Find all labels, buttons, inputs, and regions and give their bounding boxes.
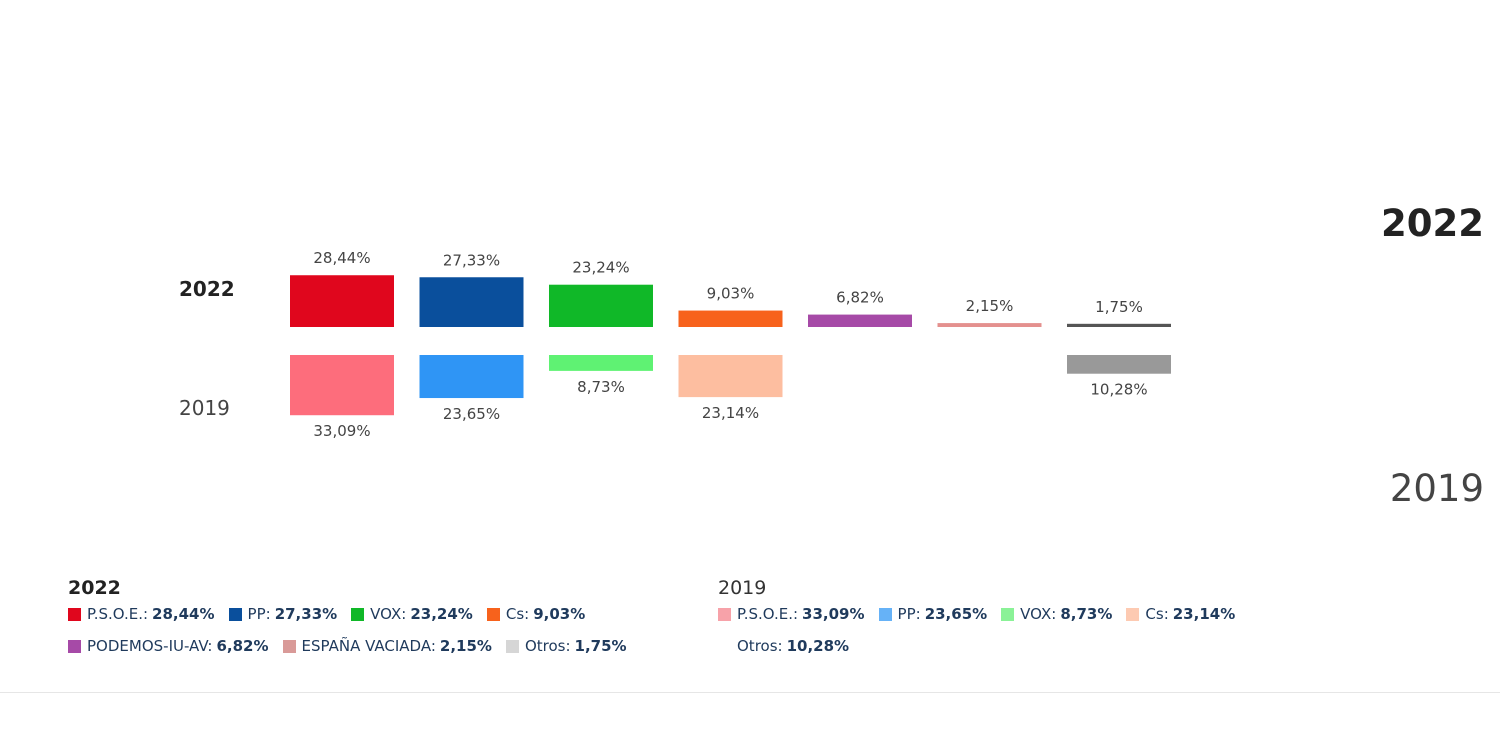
legend-current: 2022 P.S.O.E.: 28,44% PP: 27,33% VOX: 23,24% C… bbox=[68, 577, 708, 655]
legend-swatch bbox=[718, 640, 731, 653]
legend-value: 9,03% bbox=[533, 605, 586, 623]
legend-swatch bbox=[486, 607, 500, 621]
legend-swatch bbox=[68, 639, 81, 653]
bottom-divider bbox=[0, 692, 1500, 693]
legend-value: 6,82% bbox=[216, 637, 269, 655]
bar-2019-p-s-o-e bbox=[290, 355, 394, 416]
legend-previous: 2019 P.S.O.E.: 33,09% PP: 23,65% VOX: 8,73% Cs… bbox=[718, 577, 1358, 655]
legend-name: Cs: bbox=[505, 605, 530, 623]
data-label-2022-podemos-iu-av: 6,82% bbox=[836, 289, 884, 307]
data-label-2019-cs: 23,14% bbox=[702, 404, 759, 422]
legend-item: Otros: 10,28% bbox=[718, 637, 849, 655]
row-label-previous: 2019 bbox=[179, 396, 230, 420]
data-label-2019-pp: 23,65% bbox=[443, 405, 500, 423]
data-label-2022-p-s-o-e: 28,44% bbox=[313, 249, 370, 267]
bar-2022-p-s-o-e bbox=[290, 275, 394, 327]
bar-2019-pp bbox=[419, 355, 524, 399]
data-label-2022-vox: 23,24% bbox=[572, 259, 629, 277]
legend-name: Cs: bbox=[1145, 605, 1169, 623]
bar-2022-espana-vaciada bbox=[937, 323, 1042, 327]
legend-value: 27,33% bbox=[274, 605, 338, 623]
legend-swatch bbox=[878, 607, 892, 621]
legend-value: 33,09% bbox=[802, 605, 865, 623]
legend-name: P.S.O.E.: bbox=[737, 605, 799, 623]
legend-value: 1,75% bbox=[574, 637, 627, 655]
legend-name: Otros: bbox=[737, 637, 783, 655]
legend-value: 23,14% bbox=[1172, 605, 1236, 623]
bar-2022-otros bbox=[1067, 323, 1171, 327]
legend-swatch bbox=[68, 607, 81, 621]
legend-items: P.S.O.E.: 33,09% PP: 23,65% VOX: 8,73% Cs: 23,1… bbox=[718, 605, 1358, 655]
legend-name: P.S.O.E.: bbox=[87, 605, 149, 623]
legend-item: PP: 23,65% bbox=[878, 605, 988, 623]
legend-item: PODEMOS-IU-AV: 6,82% bbox=[68, 637, 269, 655]
legend-value: 10,28% bbox=[786, 637, 850, 655]
bar-2019-otros bbox=[1067, 355, 1171, 374]
legend-value: 28,44% bbox=[152, 605, 215, 623]
legend-item: Cs: 23,14% bbox=[1126, 605, 1235, 623]
data-label-2022-espana-vaciada: 2,15% bbox=[966, 297, 1014, 315]
legend-value: 8,73% bbox=[1060, 605, 1113, 623]
legend-item: Cs: 9,03% bbox=[486, 605, 586, 623]
legend-name: PP: bbox=[247, 605, 271, 623]
legend-name: PODEMOS-IU-AV: bbox=[87, 637, 213, 655]
bar-2019-vox bbox=[549, 355, 653, 371]
legend-title: 2019 bbox=[718, 577, 767, 599]
legend-item: ESPAÑA VACIADA: 2,15% bbox=[282, 637, 492, 655]
legend-item: Otros: 1,75% bbox=[505, 637, 627, 655]
data-label-2022-otros: 1,75% bbox=[1095, 298, 1143, 316]
bar-2022-podemos-iu-av bbox=[808, 314, 912, 327]
data-label-2022-cs: 9,03% bbox=[707, 285, 755, 303]
legend-value: 2,15% bbox=[439, 637, 492, 655]
legend-name: Otros: bbox=[524, 637, 571, 655]
legend-swatch bbox=[1126, 607, 1140, 621]
legend-item: VOX: 8,73% bbox=[1001, 605, 1112, 623]
legend-name: VOX: bbox=[370, 605, 407, 623]
legend-swatch bbox=[228, 607, 242, 621]
legend-item: PP: 27,33% bbox=[228, 605, 338, 623]
legend-name: VOX: bbox=[1020, 605, 1057, 623]
bar-chart: 28,44% 33,09% 27,33% 23,65% 23,24% 8,73% 9,03%… bbox=[290, 249, 1171, 440]
legend-items: P.S.O.E.: 28,44% PP: 27,33% VOX: 23,24% Cs: 9,0… bbox=[68, 605, 708, 655]
legend-value: 23,65% bbox=[924, 605, 988, 623]
row-label-current: 2022 bbox=[179, 277, 235, 301]
side-year-current: 2022 bbox=[1381, 202, 1484, 245]
legend-swatch bbox=[351, 607, 365, 621]
side-year-previous: 2019 bbox=[1389, 467, 1484, 510]
data-label-2019-vox: 8,73% bbox=[577, 378, 625, 396]
legend-swatch bbox=[505, 639, 519, 653]
legend-item: P.S.O.E.: 28,44% bbox=[68, 605, 215, 623]
bar-2022-cs bbox=[678, 310, 783, 327]
legend-swatch bbox=[282, 639, 296, 653]
data-label-2019-p-s-o-e: 33,09% bbox=[313, 422, 370, 440]
bar-2022-pp bbox=[419, 277, 524, 327]
legend-name: ESPAÑA VACIADA: bbox=[301, 637, 436, 655]
data-label-2022-pp: 27,33% bbox=[443, 251, 500, 269]
legend-name: PP: bbox=[897, 605, 921, 623]
legend-swatch bbox=[718, 607, 731, 621]
legend-item: P.S.O.E.: 33,09% bbox=[718, 605, 865, 623]
legend-value: 23,24% bbox=[410, 605, 473, 623]
bar-2019-cs bbox=[678, 355, 783, 398]
legend-item: VOX: 23,24% bbox=[351, 605, 473, 623]
legend-swatch bbox=[1001, 607, 1015, 621]
legend-title: 2022 bbox=[68, 577, 121, 599]
data-label-2019-otros: 10,28% bbox=[1090, 381, 1147, 399]
bar-2022-vox bbox=[549, 284, 653, 327]
